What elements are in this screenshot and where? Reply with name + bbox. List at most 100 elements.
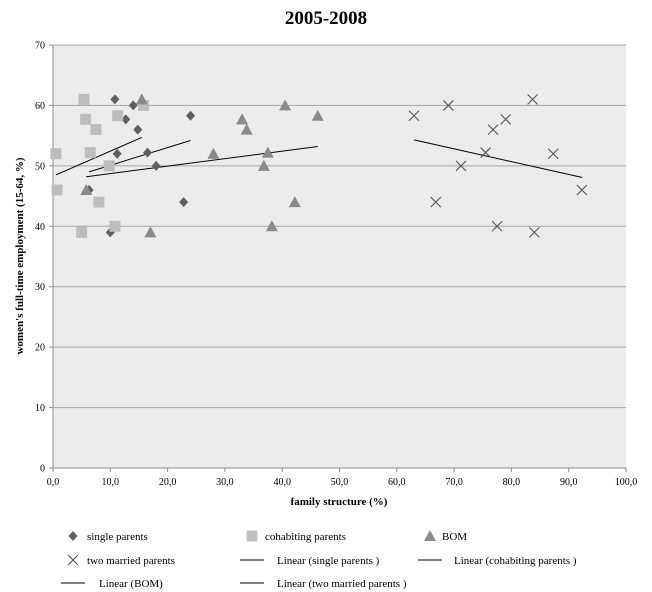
data-point-square <box>80 113 92 125</box>
data-point-triangle <box>288 196 301 208</box>
legend-item: Linear (cohabiting parents ) <box>418 555 577 567</box>
legend-item: single parents <box>68 531 148 543</box>
legend-label: Linear (single parents ) <box>277 555 380 567</box>
x-tick-label: 100,0 <box>615 477 638 488</box>
legend-item: BOM <box>424 530 467 543</box>
x-tick-label: 60,0 <box>388 477 406 488</box>
data-point-triangle <box>80 184 93 196</box>
legend: single parents cohabiting parents BOM two m… <box>61 530 577 590</box>
y-tick-label: 70 <box>35 41 45 52</box>
data-point-diamond <box>112 148 122 159</box>
plot-area <box>53 45 626 468</box>
data-point-x <box>430 196 442 208</box>
legend-label: two married parents <box>87 555 175 567</box>
x-marker-stroke <box>430 196 442 208</box>
data-point-triangle <box>236 113 249 125</box>
data-point-diamond <box>128 100 138 111</box>
x-tick-label: 20,0 <box>159 477 177 488</box>
data-point-x <box>491 220 503 232</box>
x-tick-label: 0,0 <box>47 477 60 488</box>
data-point-triangle <box>311 109 324 121</box>
data-point-x <box>527 93 538 105</box>
data-point-square <box>103 160 115 172</box>
y-tick-label: 0 <box>40 464 45 475</box>
x-marker-stroke <box>527 93 538 105</box>
data-point-diamond <box>133 124 143 135</box>
x-marker-stroke <box>487 124 499 135</box>
y-axis-label: women's full-time employment (15-64, %) <box>14 157 26 354</box>
data-point-square <box>90 124 102 136</box>
x-tick-label: 30,0 <box>216 477 234 488</box>
legend-label: single parents <box>87 531 148 543</box>
data-point-x <box>547 148 559 160</box>
legend-symbol-x <box>67 554 79 566</box>
trendlines <box>55 136 582 178</box>
x-tick-label: 40,0 <box>273 477 291 488</box>
data-point-x <box>442 100 454 111</box>
data-point-diamond <box>143 147 153 158</box>
x-marker-stroke <box>576 184 588 196</box>
data-point-x <box>480 147 492 158</box>
legend-item: two married parents <box>67 554 175 567</box>
y-tick-label: 10 <box>35 403 45 414</box>
x-marker-stroke <box>500 113 512 125</box>
data-point-triangle <box>261 146 274 158</box>
y-tick-label: 60 <box>35 101 45 112</box>
axis-ticks: 0 10 20 30 40 50 60 70 0,0 10,0 20,0 30,0 40,0 50,0 60… <box>35 41 637 489</box>
trendline-4 <box>413 139 582 178</box>
data-point-diamond <box>121 114 131 125</box>
chart-title: 2005-2008 <box>285 8 367 29</box>
x-tick-label: 70,0 <box>445 477 463 488</box>
data-point-diamond <box>110 94 120 105</box>
data-point-x <box>576 184 588 196</box>
x-tick-label: 50,0 <box>331 477 349 488</box>
x-marker-stroke <box>547 148 559 160</box>
data-point-x <box>500 113 512 125</box>
x-marker-stroke <box>455 160 467 172</box>
data-point-square <box>51 184 63 196</box>
data-point-diamond <box>186 110 196 121</box>
x-marker-stroke <box>408 110 420 122</box>
x-axis-label: family structure (%) <box>291 496 388 508</box>
data-point-square <box>109 220 121 232</box>
legend-label: Linear (two married parents ) <box>277 578 407 590</box>
data-point-triangle <box>135 93 148 105</box>
x-tick-label: 90,0 <box>560 477 578 488</box>
x-marker-stroke <box>480 147 492 158</box>
legend-label: Linear (BOM) <box>99 578 163 590</box>
data-point-diamond <box>179 197 189 208</box>
gridlines <box>53 44 626 409</box>
data-point-x <box>408 110 420 122</box>
y-tick-label: 20 <box>35 343 45 354</box>
data-point-triangle <box>207 147 220 159</box>
data-point-x <box>487 124 499 135</box>
data-point-square <box>112 110 124 122</box>
data-point-triangle <box>279 99 292 111</box>
legend-item: cohabiting parents <box>246 530 346 543</box>
data-point-triangle <box>144 226 157 238</box>
data-point-x <box>528 226 540 238</box>
x-tick-label: 80,0 <box>503 477 521 488</box>
legend-item: Linear (two married parents ) <box>240 578 407 590</box>
x-marker-stroke <box>442 100 454 111</box>
legend-label: BOM <box>442 531 467 543</box>
data-points <box>50 93 588 238</box>
legend-label: cohabiting parents <box>265 531 346 543</box>
data-point-square <box>50 148 62 160</box>
legend-symbol-triangle <box>424 530 436 541</box>
data-point-square <box>76 226 88 238</box>
y-tick-label: 30 <box>35 282 45 293</box>
legend-symbol-square <box>246 530 258 542</box>
data-point-triangle <box>257 159 270 171</box>
y-tick-label: 50 <box>35 161 45 172</box>
x-marker-stroke <box>491 220 503 232</box>
data-point-x <box>455 160 467 172</box>
legend-item: Linear (BOM) <box>61 578 163 590</box>
x-marker-stroke <box>528 226 540 238</box>
data-point-diamond <box>151 160 161 171</box>
trendline-1 <box>55 136 143 176</box>
y-tick-label: 40 <box>35 222 45 233</box>
legend-label: Linear (cohabiting parents ) <box>454 555 577 567</box>
data-point-square <box>93 196 105 208</box>
